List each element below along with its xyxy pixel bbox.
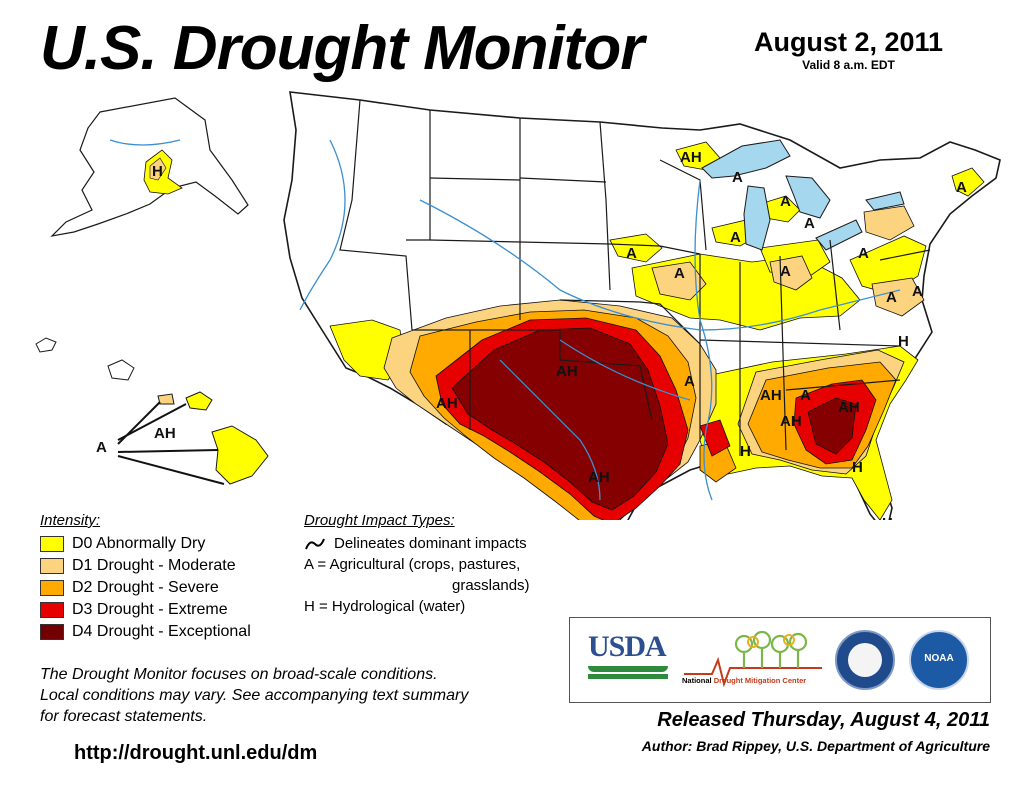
- legend-swatch-d3: [40, 602, 64, 618]
- noaa-logo-icon: NOAA: [909, 630, 969, 690]
- impact-legend: Drought Impact Types: Delineates dominan…: [304, 512, 584, 617]
- legend-item-d2: D2 Drought - Severe: [40, 577, 300, 599]
- impact-label-iowa: A: [626, 245, 637, 262]
- impact-label-tennessee: A: [800, 387, 811, 404]
- usda-text: USDA: [588, 630, 667, 663]
- impact-label-alabama: AH: [760, 387, 782, 404]
- impact-agricultural: A = Agricultural (crops, pastures,: [304, 556, 521, 573]
- ndmc-caption: National Drought Mitigation Center: [682, 676, 830, 685]
- impact-label-wisconsin: A: [732, 169, 743, 186]
- usda-logo: USDA: [588, 632, 668, 679]
- great-lakes: [701, 139, 905, 251]
- impact-label-oklahoma: AH: [556, 363, 578, 380]
- impact-label-illinois: A: [674, 265, 685, 282]
- rivers: [109, 139, 901, 501]
- impact-heading: Drought Impact Types:: [304, 512, 455, 529]
- legend-item-d4: D4 Drought - Exceptional: [40, 621, 300, 643]
- note-line-3: for forecast statements.: [40, 708, 208, 725]
- delineation-curve-icon: [305, 538, 325, 549]
- impact-label-new-mexico: AH: [436, 395, 458, 412]
- legend-label-d0: D0 Abnormally Dry: [72, 535, 206, 552]
- state-boundaries: [339, 99, 931, 456]
- impact-delineates-row: Delineates dominant impacts: [304, 533, 584, 554]
- legend-swatch-d4: [40, 624, 64, 640]
- impact-label-florida-1: H: [852, 459, 863, 476]
- legend-item-d1: D1 Drought - Moderate: [40, 555, 300, 577]
- valid-time: Valid 8 a.m. EDT: [802, 58, 895, 72]
- impact-label-pennsylvania: A: [858, 245, 869, 262]
- legend-label-d3: D3 Drought - Extreme: [72, 601, 228, 618]
- impact-label-ohio-mi: A: [730, 229, 741, 246]
- noaa-text: NOAA: [924, 653, 954, 664]
- legend-label-d4: D4 Drought - Exceptional: [72, 623, 251, 640]
- impact-label-florida-2: H: [882, 515, 893, 520]
- impact-label-mississippi: H: [740, 443, 751, 460]
- note-line-2: Local conditions may vary. See accompany…: [40, 687, 469, 704]
- ndmc-name-2: Drought Mitigation Center: [713, 676, 807, 685]
- impact-agricultural-cont: grasslands): [452, 577, 530, 594]
- author-credit: Author: Brad Rippey, U.S. Department of …: [641, 738, 990, 754]
- impact-label-georgia: AH: [780, 413, 802, 430]
- alaska-d1: [149, 157, 167, 181]
- impact-labels: H A AH AH A A A A A A A A A A A AH AH A …: [96, 149, 967, 520]
- impact-label-alaska: H: [152, 163, 163, 180]
- impact-label-virginia: A: [912, 283, 923, 300]
- legend-swatch-d0: [40, 536, 64, 552]
- impact-label-upper-michigan: AH: [680, 149, 702, 166]
- intensity-legend: Intensity: D0 Abnormally Dry D1 Drought …: [40, 512, 300, 643]
- hawaii-shape: [35, 337, 269, 485]
- ndmc-name-1: National: [682, 676, 712, 685]
- website-url[interactable]: http://drought.unl.edu/dm: [74, 742, 318, 764]
- impact-label-maryland: A: [886, 289, 897, 306]
- legend-swatch-d1: [40, 558, 64, 574]
- sponsor-logos: USDA National Drought Mitigation Center …: [569, 617, 991, 703]
- legend-label-d1: D1 Drought - Moderate: [72, 557, 236, 574]
- impact-label-indiana: A: [780, 263, 791, 280]
- impact-label-north-carolina: H: [898, 333, 909, 350]
- intensity-heading: Intensity:: [40, 512, 101, 529]
- legend-item-d3: D3 Drought - Extreme: [40, 599, 300, 621]
- drought-map: H A AH AH A A A A A A A A A A A AH AH A …: [35, 91, 1001, 520]
- impact-hydrological: H = Hydrological (water): [304, 598, 466, 615]
- disclaimer-note: The Drought Monitor focuses on broad-sca…: [40, 664, 560, 727]
- ndmc-logo-icon: [684, 630, 822, 688]
- impact-label-michigan-2: A: [804, 215, 815, 232]
- impact-label-michigan-1: A: [780, 193, 791, 210]
- drought-d4: [451, 327, 857, 511]
- impact-delineates: Delineates dominant impacts: [334, 535, 527, 552]
- impact-label-texas: AH: [588, 469, 610, 486]
- impact-label-arkansas: A: [684, 373, 695, 390]
- impact-label-south-carolina: AH: [838, 399, 860, 416]
- release-date: Released Thursday, August 4, 2011: [657, 709, 990, 731]
- note-line-1: The Drought Monitor focuses on broad-sca…: [40, 666, 438, 683]
- legend-swatch-d2: [40, 580, 64, 596]
- page-title: U.S. Drought Monitor: [40, 14, 644, 83]
- impact-label-hawaii-a: A: [96, 439, 107, 456]
- impact-label-hawaii-ah: AH: [154, 425, 176, 442]
- legend-item-d0: D0 Abnormally Dry: [40, 533, 300, 555]
- map-date: August 2, 2011: [753, 27, 944, 57]
- commerce-seal-icon: [835, 630, 895, 690]
- impact-label-maine: A: [956, 179, 967, 196]
- legend-label-d2: D2 Drought - Severe: [72, 579, 219, 596]
